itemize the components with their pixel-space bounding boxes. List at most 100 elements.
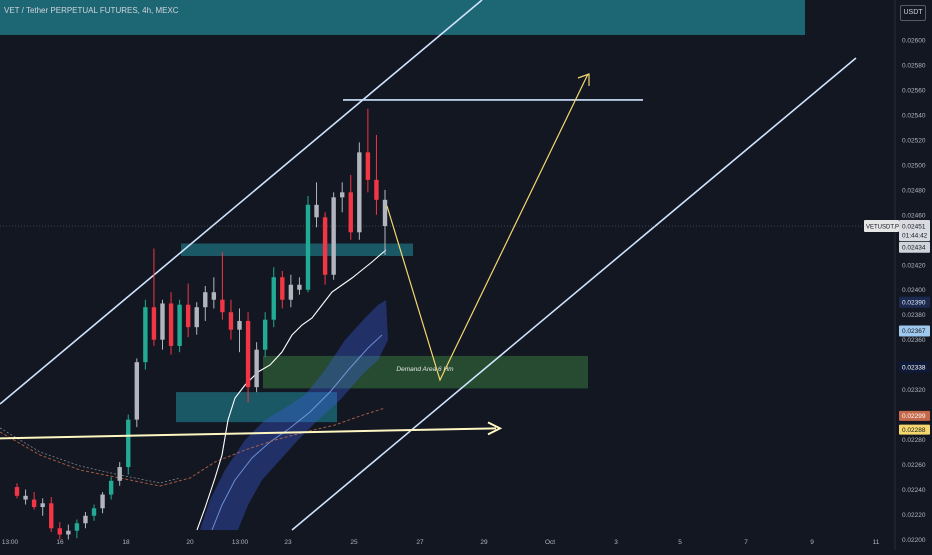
candle-body xyxy=(177,304,182,346)
candle-body xyxy=(314,204,319,218)
time-tick: 23 xyxy=(284,539,292,546)
candle xyxy=(194,302,199,335)
candle-body xyxy=(49,503,54,529)
candle-body xyxy=(160,303,165,340)
price-tick: 0.02240 xyxy=(902,487,926,494)
candle xyxy=(203,285,208,321)
candle xyxy=(40,498,45,516)
price-tag-text: 0.02338 xyxy=(902,364,926,371)
candle xyxy=(228,299,234,340)
candle-body xyxy=(194,307,199,328)
candle-body xyxy=(126,419,131,468)
candle-body xyxy=(374,179,379,200)
candle xyxy=(297,277,302,295)
time-tick: 25 xyxy=(350,539,358,546)
candle xyxy=(382,189,388,255)
currency-button[interactable]: USDT xyxy=(900,5,926,21)
candle-body xyxy=(143,307,148,363)
candle-body xyxy=(31,499,37,508)
candle xyxy=(322,212,328,285)
candle xyxy=(100,492,105,514)
time-tick: 29 xyxy=(480,539,488,546)
price-tag-bg xyxy=(899,410,930,421)
candle xyxy=(49,497,54,533)
candle xyxy=(305,196,311,293)
price-tick: 0.02400 xyxy=(902,287,926,294)
candle xyxy=(23,489,28,505)
candle xyxy=(66,524,71,540)
demand-zone-label: Demand Area 6 Hm xyxy=(396,366,454,373)
candle-body xyxy=(288,284,294,300)
price-tick: 0.02220 xyxy=(902,512,926,519)
candle-body xyxy=(40,503,45,508)
supply-zone-top xyxy=(0,0,805,35)
candle-body xyxy=(134,362,140,420)
support-arrow-line xyxy=(0,427,497,440)
price-tick: 0.02380 xyxy=(902,312,926,319)
candle xyxy=(348,174,353,240)
time-tick: 3 xyxy=(614,539,618,546)
ema-slow-line xyxy=(0,407,386,487)
candle xyxy=(126,414,131,475)
candle-body xyxy=(237,320,242,330)
candle xyxy=(357,142,362,240)
projection-path xyxy=(386,73,589,382)
time-tick: 20 xyxy=(186,539,194,546)
time-tick: 13:00 xyxy=(2,539,19,546)
time-axis[interactable]: 13:00 16 18 20 13:00 23 25 27 29 Oct 3 5 7 9 11 xyxy=(2,539,880,546)
candle xyxy=(134,358,140,428)
candle-body xyxy=(74,523,80,531)
candle xyxy=(143,299,148,370)
price-tick: 0.02460 xyxy=(902,212,926,219)
candle-body xyxy=(382,199,388,227)
candle xyxy=(31,492,37,510)
candle xyxy=(117,462,122,486)
price-axis[interactable]: 0.026200.026000.025800.025600.025400.025… xyxy=(902,12,926,544)
ema-dotted-line xyxy=(0,427,181,484)
price-tick: 0.02280 xyxy=(902,437,926,444)
price-tag-bg xyxy=(899,424,930,435)
candle-body xyxy=(245,320,251,388)
candle-body xyxy=(203,292,208,308)
price-tag-bg xyxy=(899,241,930,253)
candle xyxy=(237,308,242,353)
price-tag-text: 0.02367 xyxy=(902,328,926,335)
candle xyxy=(177,299,182,353)
indicator-cloud xyxy=(200,300,388,530)
band-layer xyxy=(200,300,388,531)
candle xyxy=(271,267,276,328)
candle-body xyxy=(280,277,285,300)
candle xyxy=(314,182,319,228)
price-tick: 0.02540 xyxy=(902,112,926,119)
zones-layer: Demand Area 6 Hm xyxy=(0,0,805,423)
channel-upper-line xyxy=(0,0,483,405)
candle xyxy=(340,182,345,213)
ema-fast-line xyxy=(196,249,387,531)
price-tag-bg xyxy=(899,325,930,337)
candle xyxy=(254,342,259,393)
candle xyxy=(91,504,97,521)
candle-body xyxy=(348,192,353,233)
candle xyxy=(365,108,371,193)
price-tick: 0.02360 xyxy=(902,337,926,344)
price-tick: 0.02600 xyxy=(902,37,926,44)
candle-body xyxy=(297,284,302,290)
candle-body xyxy=(305,204,311,290)
time-tick: 7 xyxy=(744,539,748,546)
candle-body xyxy=(211,292,217,300)
price-tick: 0.02320 xyxy=(902,387,926,394)
candle xyxy=(74,519,80,539)
candle xyxy=(220,252,225,320)
drawings-layer xyxy=(0,73,590,440)
candle-body xyxy=(340,192,345,198)
time-tick: 9 xyxy=(810,539,814,546)
countdown-text: 01:44:42 xyxy=(902,233,928,240)
last-price-text: 0.02451 xyxy=(902,223,926,230)
candle xyxy=(108,477,114,500)
time-tick: 5 xyxy=(678,539,682,546)
price-tick: 0.02260 xyxy=(902,462,926,469)
candle xyxy=(245,312,251,403)
